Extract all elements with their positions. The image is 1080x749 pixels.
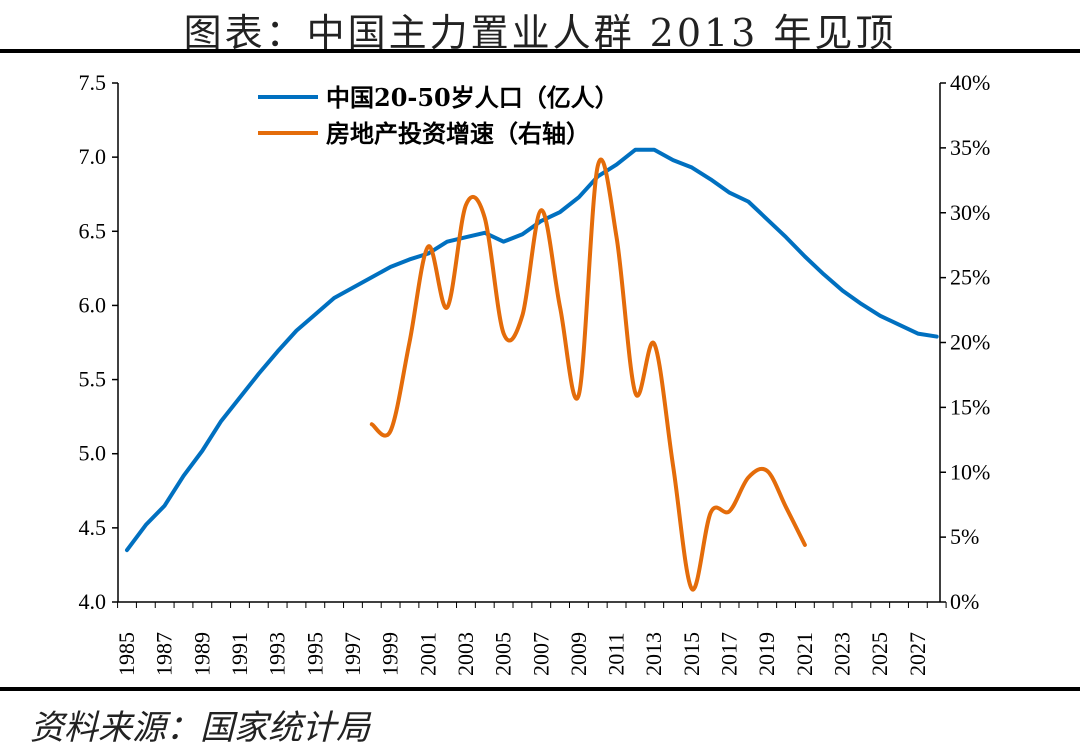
bottom-rule xyxy=(0,687,1080,691)
x-tick-label: 2009 xyxy=(566,632,591,676)
left-tick-label: 6.0 xyxy=(79,292,107,317)
right-tick-label: 40% xyxy=(950,70,990,95)
x-tick-label: 2023 xyxy=(830,632,855,676)
source-note: 资料来源：国家统计局 xyxy=(30,708,370,748)
legend-label: 房地产投资增速（右轴） xyxy=(326,119,590,148)
right-tick-label: 15% xyxy=(950,394,990,419)
left-tick-label: 7.5 xyxy=(79,70,107,95)
x-tick-label: 2003 xyxy=(453,632,478,676)
right-tick-label: 5% xyxy=(950,524,979,549)
x-tick-label: 2025 xyxy=(867,632,892,676)
x-tick-label: 2001 xyxy=(415,632,440,676)
chart-title: 图表：中国主力置业人群 2013 年见顶 xyxy=(183,11,897,55)
left-tick-label: 4.5 xyxy=(79,515,107,540)
title-rule xyxy=(0,49,1080,53)
x-tick-label: 1989 xyxy=(189,632,214,676)
x-tick-label: 2027 xyxy=(905,632,930,676)
left-tick-label: 4.0 xyxy=(79,589,107,614)
x-tick-label: 2017 xyxy=(717,632,742,676)
x-tick-label: 1997 xyxy=(340,632,365,676)
left-tick-label: 7.0 xyxy=(79,144,107,169)
right-tick-label: 20% xyxy=(950,330,990,355)
legend-label: 中国20-50岁人口（亿人） xyxy=(326,83,619,112)
x-tick-label: 2015 xyxy=(679,632,704,676)
left-tick-label: 6.5 xyxy=(79,218,107,243)
x-tick-label: 1995 xyxy=(302,632,327,676)
right-tick-label: 25% xyxy=(950,265,990,290)
x-tick-label: 1987 xyxy=(152,632,177,676)
right-tick-label: 10% xyxy=(950,459,990,484)
investment-growth-line xyxy=(369,157,807,592)
x-tick-label: 1985 xyxy=(114,632,139,676)
left-tick-label: 5.0 xyxy=(79,441,107,466)
right-tick-label: 30% xyxy=(950,200,990,225)
x-tick-label: 2019 xyxy=(754,632,779,676)
x-tick-label: 2013 xyxy=(641,632,666,676)
x-tick-label: 1991 xyxy=(227,632,252,676)
x-tick-label: 2011 xyxy=(604,632,629,675)
right-tick-label: 35% xyxy=(950,135,990,160)
right-tick-label: 0% xyxy=(950,589,979,614)
x-tick-label: 2005 xyxy=(491,632,516,676)
left-tick-label: 5.5 xyxy=(79,367,107,392)
x-tick-label: 2021 xyxy=(792,632,817,676)
population-line xyxy=(125,147,939,553)
x-tick-label: 2007 xyxy=(528,632,553,676)
x-tick-label: 1993 xyxy=(265,632,290,676)
x-tick-label: 1999 xyxy=(378,632,403,676)
